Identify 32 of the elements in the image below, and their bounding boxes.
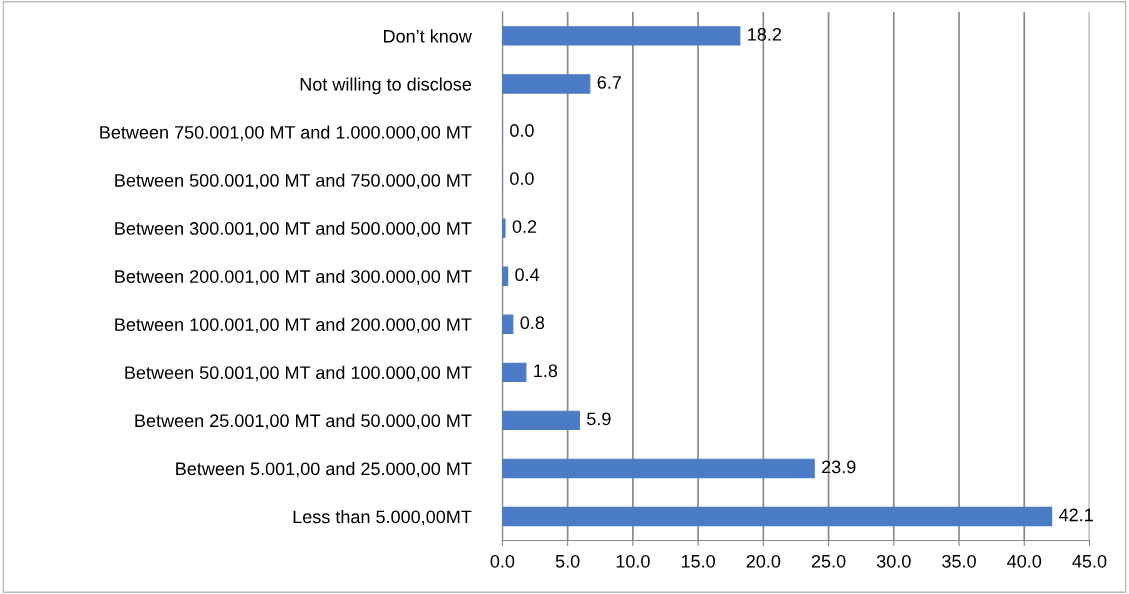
data-label: 0.2 (512, 220, 537, 233)
data-label: 0.4 (515, 268, 540, 282)
y-tick-label: Between 300.001,00 MT and 500.000,00 MT (115, 221, 472, 237)
data-label: 18.2 (748, 27, 782, 41)
x-tick-label: 5.0 (555, 554, 580, 568)
data-label: 23.9 (822, 460, 856, 474)
y-tick-label: Between 200.001,00 MT and 300.000,00 MT (115, 269, 472, 286)
y-tick-label: Between 100.001,00 MT and 200.000,00 MT (115, 317, 472, 334)
y-tick-label: Not willing to disclose (300, 77, 472, 95)
data-label: 0.0 (510, 172, 534, 185)
x-tick-label: 45.0 (1072, 554, 1107, 568)
x-tick-label: 25.0 (811, 554, 846, 568)
data-label: 0.8 (520, 316, 545, 330)
x-tick-label: 15.0 (681, 554, 715, 568)
x-tick-label: 0.0 (490, 554, 515, 568)
y-tick-label: Between 50.001,00 MT and 100.000,00 MT (125, 365, 472, 382)
y-tick-label: Between 750.001,00 MT and 1.000.000,00 MT (100, 125, 472, 141)
x-tick-label: 20.0 (746, 554, 781, 568)
y-tick-label: Less than 5.000,00MT (293, 509, 472, 526)
y-tick-label: Between 25.001,00 MT and 50.000,00 MT (135, 413, 472, 430)
y-tick-label: Between 5.001,00 and 25.000,00 MT (176, 461, 472, 478)
x-tick-label: 35.0 (942, 554, 976, 568)
data-label: 42.1 (1059, 508, 1093, 522)
data-label: 0.0 (510, 124, 534, 137)
y-tick-label: Don’t know (384, 29, 472, 43)
x-tick-label: 10.0 (616, 554, 650, 568)
x-tick-label: 40.0 (1007, 554, 1042, 568)
data-label: 5.9 (587, 412, 611, 426)
data-label: 6.7 (597, 76, 621, 89)
x-tick-label: 30.0 (876, 554, 911, 568)
y-tick-label: Between 500.001,00 MT and 750.000,00 MT (115, 173, 472, 189)
data-label: 1.8 (534, 364, 558, 378)
